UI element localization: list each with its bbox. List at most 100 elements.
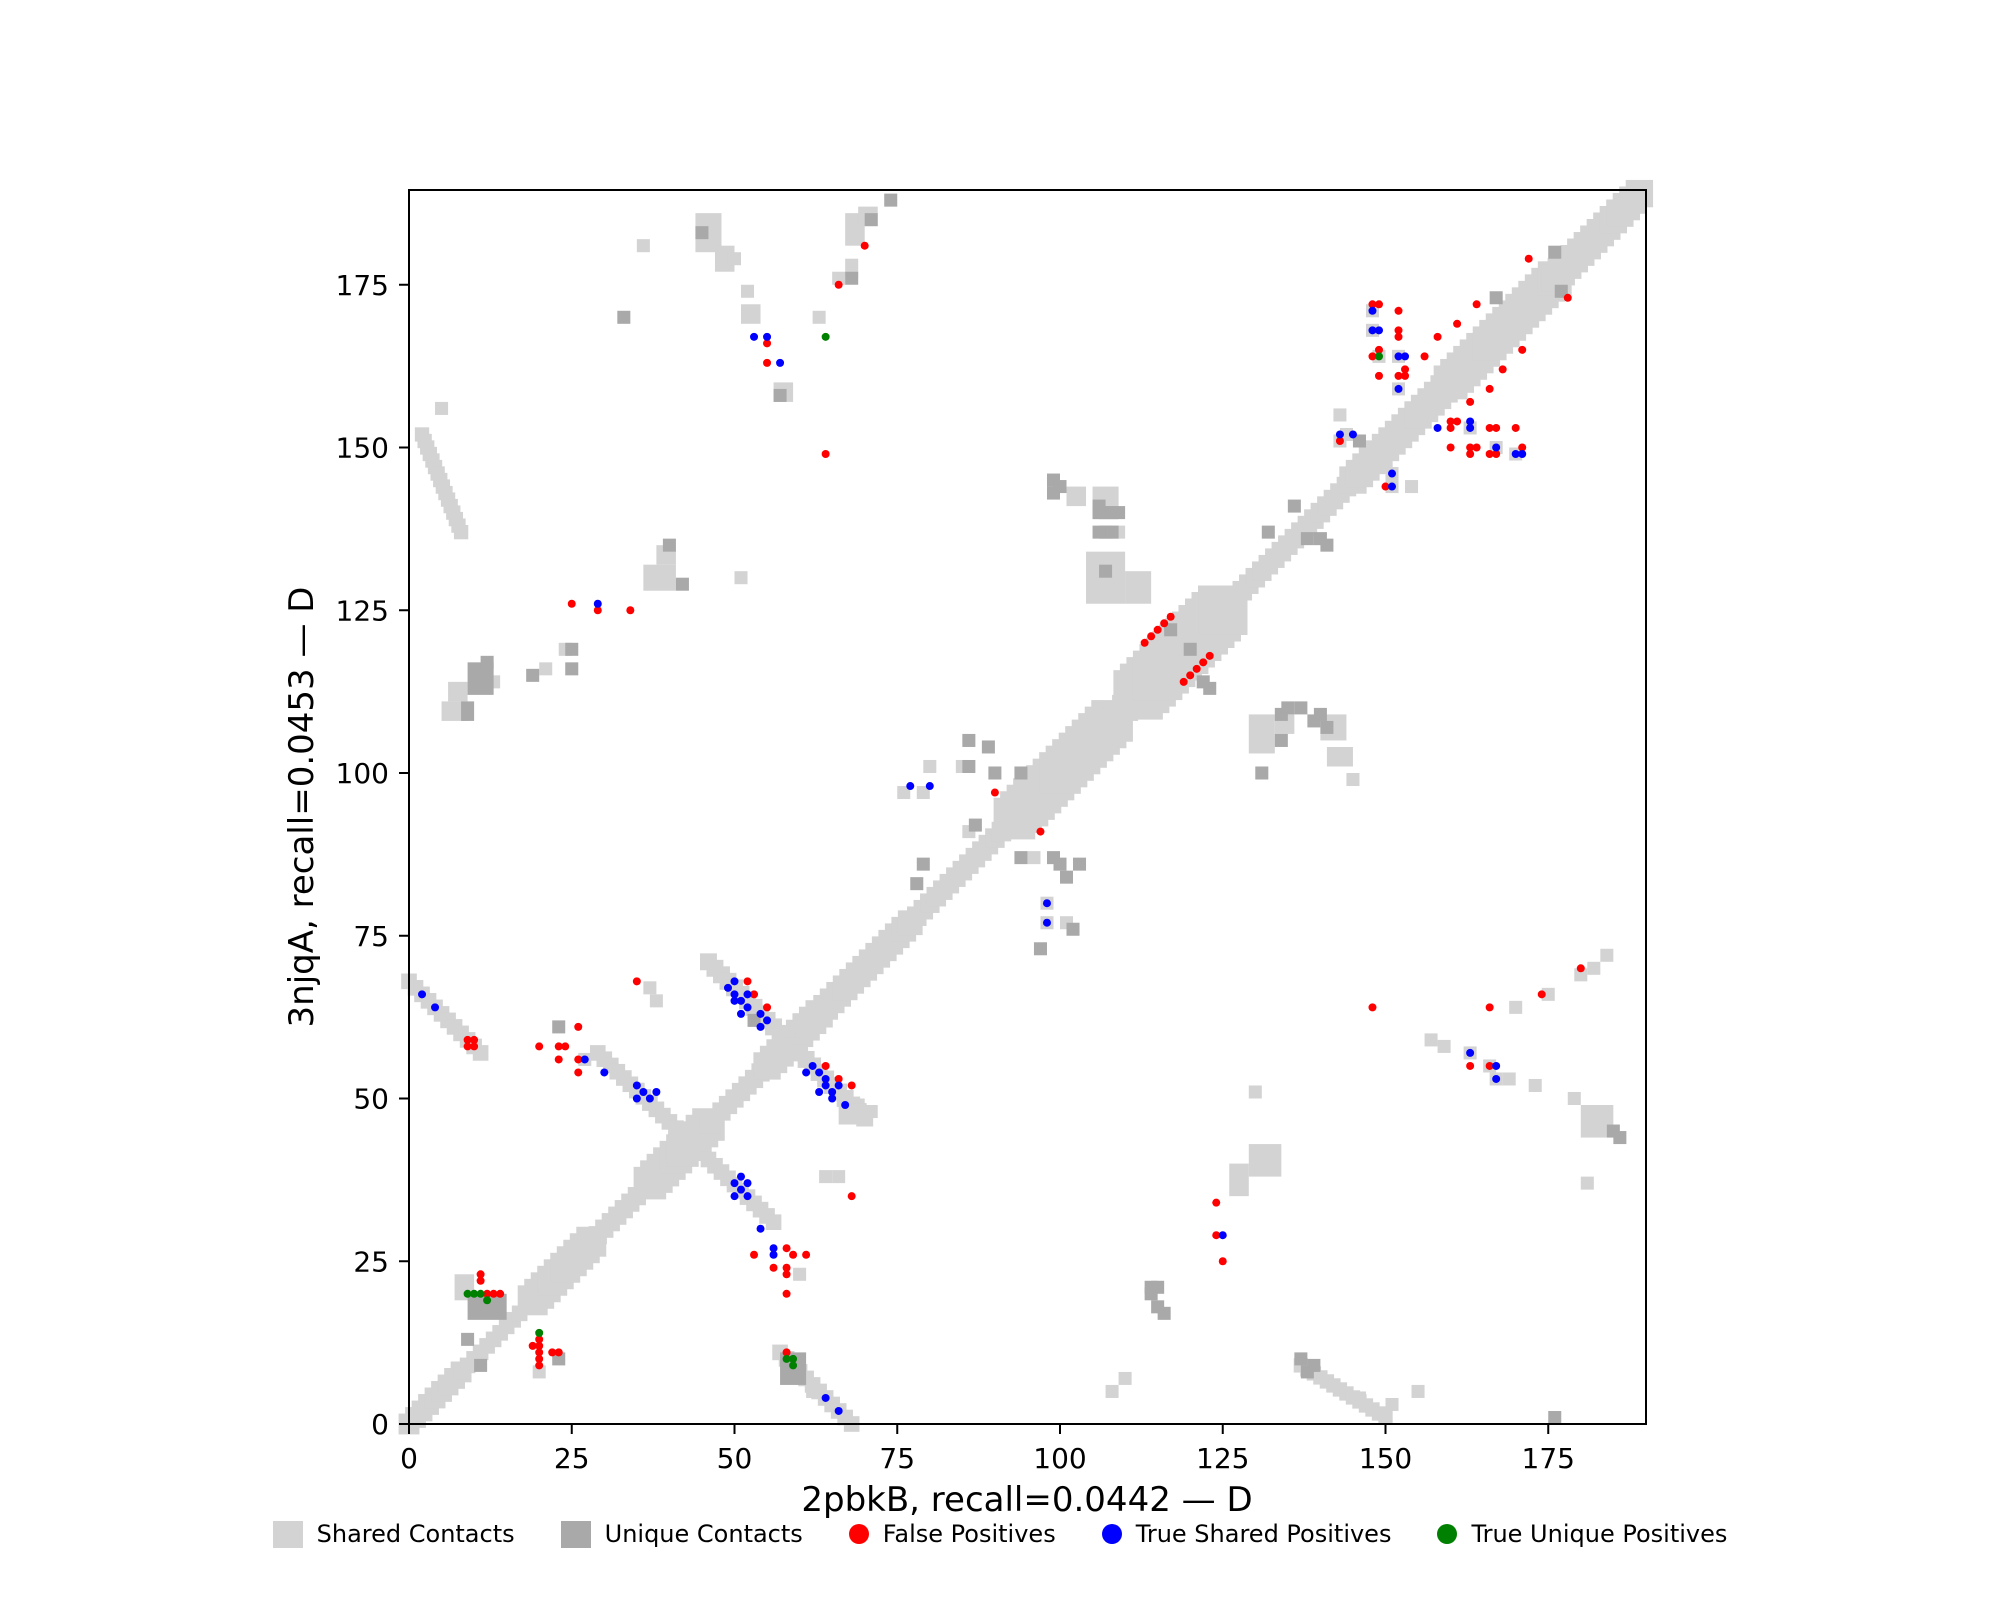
- unique-contact-cell: [968, 818, 982, 832]
- true-shared-positive-dot: [1433, 423, 1442, 432]
- unique-contact-cell: [565, 642, 579, 656]
- unique-contact-cell: [1046, 486, 1060, 500]
- shared-contact-cell: [1333, 408, 1347, 422]
- legend-item-unique-contacts: Unique Contacts: [560, 1520, 803, 1548]
- false-positive-dot: [1394, 332, 1403, 341]
- unique-contact-cell: [1073, 857, 1087, 871]
- unique-contact-cell: [1183, 642, 1197, 656]
- true-shared-positive-dot: [737, 1185, 746, 1194]
- shared-contact-cell: [1509, 1000, 1523, 1014]
- unique-contact-cell: [1320, 720, 1334, 734]
- true-shared-positive-dot: [828, 1087, 837, 1096]
- shared-contact-cell: [539, 662, 553, 676]
- unique-contact-cell: [1294, 701, 1308, 715]
- true-shared-positive-dot: [645, 1094, 654, 1103]
- unique-contact-cell: [1274, 733, 1288, 747]
- false-positive-dot: [1466, 443, 1475, 452]
- unique-contact-cell: [1320, 538, 1334, 552]
- unique-contact-cell: [474, 1358, 488, 1372]
- false-positive-dot: [1485, 423, 1494, 432]
- false-positive-dot: [821, 1061, 830, 1070]
- false-positive-dot: [750, 990, 759, 999]
- false-positive-dot: [1401, 365, 1410, 374]
- true-shared-positive-dot: [1466, 417, 1475, 426]
- y-tick-label: 150: [336, 432, 389, 465]
- unique-contact-cell: [695, 226, 709, 240]
- shared-contact-blob: [727, 252, 742, 266]
- false-positive-dot: [1166, 612, 1175, 621]
- shared-contact-cell: [1118, 1371, 1132, 1385]
- true-unique-positive-dot: [483, 1296, 492, 1305]
- false-positive-dot: [763, 339, 772, 348]
- true-shared-positive-dot: [1335, 430, 1344, 439]
- false-positive-dot: [1368, 300, 1377, 309]
- unique-contact-cell: [1105, 525, 1119, 539]
- shared-contact-blob: [741, 284, 755, 298]
- false-positive-dot: [860, 241, 869, 250]
- unique-contact-cell: [962, 759, 976, 773]
- false-positive-dot: [1485, 450, 1494, 459]
- false-positive-dot: [1576, 964, 1585, 973]
- unique-contact-cell: [1203, 681, 1217, 695]
- unique-contact-cell: [1313, 707, 1327, 721]
- false-positive-dot: [1199, 658, 1208, 667]
- false-positive-dot: [990, 788, 999, 797]
- shared-contact-cell: [819, 1170, 833, 1184]
- true-shared-positive-dot: [730, 990, 739, 999]
- x-axis-label: 2pbkB, recall=0.0442 — D: [801, 1480, 1253, 1520]
- shared-contact-cell: [1587, 961, 1601, 975]
- x-tick-label: 75: [879, 1442, 915, 1475]
- false-positive-dot: [1186, 671, 1195, 680]
- legend-item-shared-contacts: Shared Contacts: [272, 1520, 515, 1548]
- true-shared-positive-dot: [1218, 1231, 1227, 1240]
- false-positive-dot: [535, 1361, 544, 1370]
- shared-contact-cell: [923, 759, 937, 773]
- false-positive-dot: [847, 1192, 856, 1201]
- shared-contact-cell: [793, 1267, 807, 1281]
- true-shared-positive-dot: [1368, 306, 1377, 315]
- false-positive-dot: [1368, 1003, 1377, 1012]
- false-positive-dot: [561, 1042, 570, 1051]
- true-shared-positive-dot: [743, 1003, 752, 1012]
- false-positive-dot: [1446, 423, 1455, 432]
- shared-contact-cell: [649, 994, 663, 1008]
- true-shared-positive-dot: [815, 1087, 824, 1096]
- false-positive-dot: [782, 1289, 791, 1298]
- false-positive-dot: [1518, 443, 1527, 452]
- true-shared-positive-dot: [1518, 450, 1527, 459]
- shared-contact-blob: [1066, 486, 1087, 507]
- true-shared-positive-dot: [802, 1068, 811, 1077]
- shared-contact-cell: [1528, 1078, 1542, 1092]
- false-positive-dot: [1218, 1257, 1227, 1266]
- false-positive-dot: [1518, 345, 1527, 354]
- unique-contact-cell: [565, 662, 579, 676]
- false-positive-dot: [1381, 482, 1390, 491]
- shared-contact-cell: [832, 1170, 846, 1184]
- x-tick-label: 100: [1033, 1442, 1086, 1475]
- false-positive-dot: [1140, 638, 1149, 647]
- shared-contact-cell: [806, 1384, 820, 1398]
- false-positive-dot: [535, 1335, 544, 1344]
- true-shared-positive-dot: [730, 977, 739, 986]
- true-shared-positive-dot: [834, 1081, 843, 1090]
- false-positive-dot: [489, 1289, 498, 1298]
- true-shared-positive-dot: [808, 1061, 817, 1070]
- shared-contact-cell: [532, 1365, 546, 1379]
- x-tick-label: 50: [717, 1442, 753, 1475]
- true-shared-positive-dot: [821, 1074, 830, 1083]
- shared-contact-cell: [643, 981, 657, 995]
- unique-contact-cell: [916, 857, 930, 871]
- false-positive-dot: [821, 450, 830, 459]
- shared-contact-cell: [1027, 851, 1041, 865]
- false-positive-dot: [1420, 352, 1429, 361]
- y-tick-label: 175: [336, 269, 389, 302]
- true-shared-positive-dot: [834, 1406, 843, 1415]
- unique-contact-cell: [461, 1332, 475, 1346]
- true-shared-positive-dot: [1348, 430, 1357, 439]
- false-positive-dot: [1368, 352, 1377, 361]
- false-positive-dot: [593, 606, 602, 615]
- unique-contact-cell: [662, 538, 676, 552]
- false-positive-dot: [1485, 1003, 1494, 1012]
- unique-contact-cell: [1014, 766, 1028, 780]
